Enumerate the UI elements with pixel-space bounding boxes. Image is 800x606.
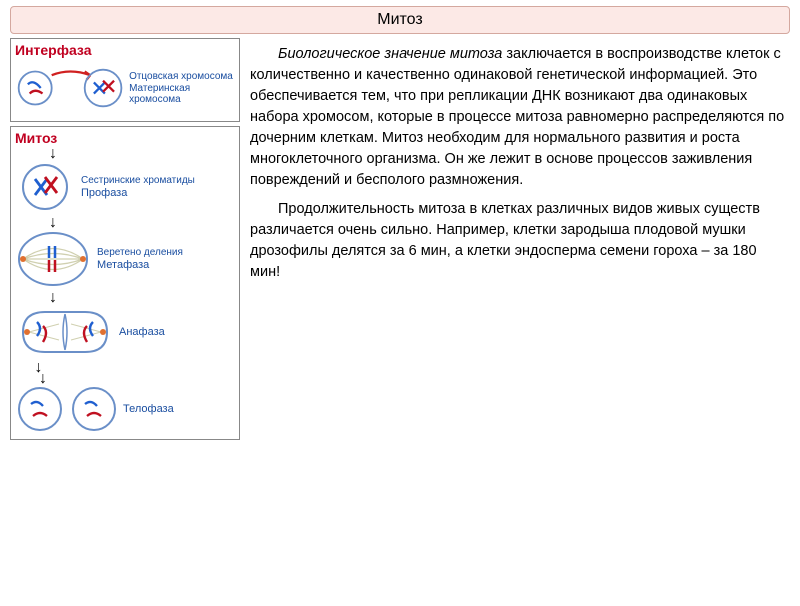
arrow-icon: ↓ bbox=[43, 292, 63, 303]
paternal-label: Отцовская хромосома bbox=[129, 71, 235, 82]
spindle-label: Веретено деления bbox=[97, 247, 183, 258]
page-title: Митоз bbox=[10, 6, 790, 34]
prophase-label: Профаза bbox=[81, 187, 195, 199]
interphase-labels: Отцовская хромосома Материнская хромосом… bbox=[129, 71, 235, 105]
anaphase-label: Анафаза bbox=[119, 326, 165, 338]
p1-lead: Биологическое значение митоза bbox=[278, 46, 502, 62]
metaphase-labels: Веретено деления Метафаза bbox=[97, 247, 183, 271]
mitosis-block: Митоз ↓ Сестринские хроматиды Профаза ↓ bbox=[10, 126, 240, 440]
daughter-cell-2-svg bbox=[69, 384, 119, 434]
arrow-icon: ↓ bbox=[43, 217, 63, 228]
prophase-labels: Сестринские хроматиды Профаза bbox=[81, 175, 195, 199]
interphase-header: Интерфаза bbox=[15, 42, 235, 58]
prophase-stage: Сестринские хроматиды Профаза bbox=[15, 159, 235, 215]
paragraph-2: Продолжительность митоза в клетках разли… bbox=[250, 199, 790, 283]
anaphase-stage: Анафаза bbox=[15, 304, 235, 360]
body-text: Биологическое значение митоза заключаетс… bbox=[250, 38, 790, 444]
anaphase-cell-svg bbox=[15, 304, 115, 360]
metaphase-stage: Веретено деления Метафаза bbox=[15, 228, 235, 290]
telophase-stage: Телофаза bbox=[15, 384, 235, 434]
p1-rest: заключается в воспроизводстве клеток с к… bbox=[250, 46, 784, 188]
interphase-stage: Отцовская хромосома Материнская хромосом… bbox=[15, 60, 235, 116]
interphase-block: Интерфаза Отцовская хромосома bbox=[10, 38, 240, 122]
arrow-icon: ↓ bbox=[43, 148, 63, 159]
sister-chromatids-label: Сестринские хроматиды bbox=[81, 175, 195, 186]
mitosis-diagram: Интерфаза Отцовская хромосома bbox=[10, 38, 240, 444]
maternal-label: Материнская хромосома bbox=[129, 83, 235, 105]
main-layout: Интерфаза Отцовская хромосома bbox=[0, 38, 800, 444]
metaphase-cell-svg bbox=[15, 228, 93, 290]
daughter-cell-1-svg bbox=[15, 384, 65, 434]
telophase-label: Телофаза bbox=[123, 403, 174, 415]
mitosis-header: Митоз bbox=[15, 130, 235, 146]
metaphase-label: Метафаза bbox=[97, 259, 183, 271]
telophase-cells bbox=[15, 384, 119, 434]
interphase-cells-svg bbox=[15, 60, 125, 116]
prophase-cell-svg bbox=[15, 159, 77, 215]
arrow-icon: ↓ ↓ bbox=[33, 362, 53, 384]
paragraph-1: Биологическое значение митоза заключаетс… bbox=[250, 44, 790, 191]
